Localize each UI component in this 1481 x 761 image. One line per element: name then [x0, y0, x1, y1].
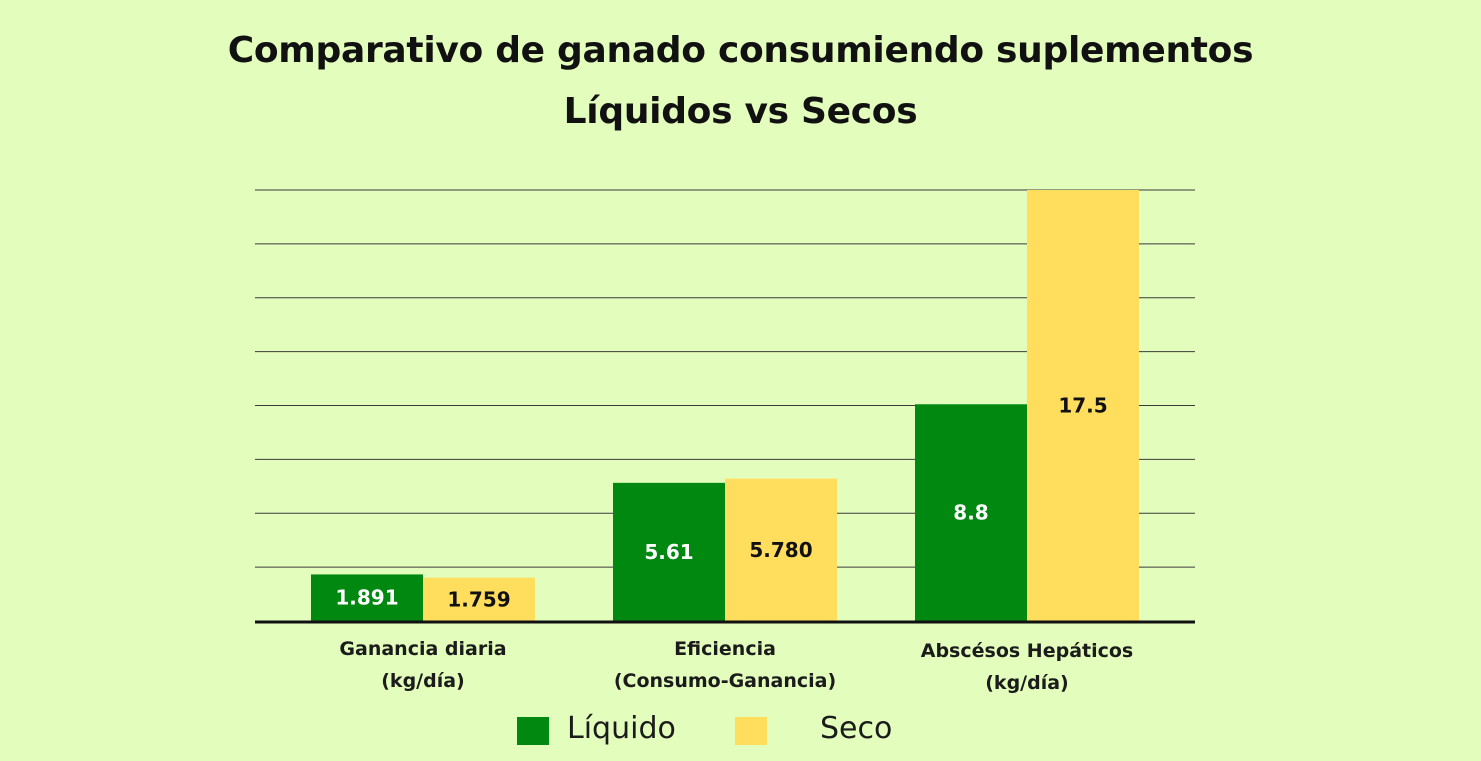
category-label-abscesos: Abscésos Hepáticos (kg/día) [877, 635, 1177, 699]
data-label: 5.61 [644, 540, 693, 564]
category-label-line: Ganancia diaria [339, 638, 507, 660]
bar-liquido-0 [311, 574, 423, 621]
category-label-line: (kg/día) [381, 670, 465, 692]
data-label: 17.5 [1058, 394, 1107, 418]
chart-subtitle: Líquidos vs Secos [563, 91, 918, 132]
bar-seco-2 [1027, 190, 1139, 621]
data-label: 5.780 [749, 538, 812, 562]
bar-seco-1 [725, 478, 837, 621]
data-label: 1.759 [447, 587, 510, 611]
legend-label-seco: Seco [820, 711, 893, 746]
chart-title: Comparativo de ganado consumiendo suplem… [227, 30, 1254, 71]
category-label-line: (kg/día) [985, 672, 1069, 694]
data-label: 8.8 [953, 501, 988, 525]
data-label: 1.891 [335, 586, 398, 610]
category-label-line: Abscésos Hepáticos [920, 640, 1134, 662]
category-label-line: (Consumo-Ganancia) [613, 670, 837, 692]
bar-liquido-1 [613, 482, 725, 621]
category-label-line: Eficiencia [674, 638, 776, 660]
category-label-ganancia: Ganancia diaria (kg/día) [273, 633, 573, 697]
legend: Líquido Seco [0, 709, 1481, 753]
legend-swatch-seco [735, 717, 767, 745]
legend-label-liquido: Líquido [567, 711, 676, 746]
category-label-eficiencia: Eficiencia (Consumo-Ganancia) [575, 633, 875, 697]
bar-liquido-2 [915, 404, 1027, 621]
legend-swatch-liquido [517, 717, 549, 745]
bar-seco-0 [423, 577, 535, 621]
